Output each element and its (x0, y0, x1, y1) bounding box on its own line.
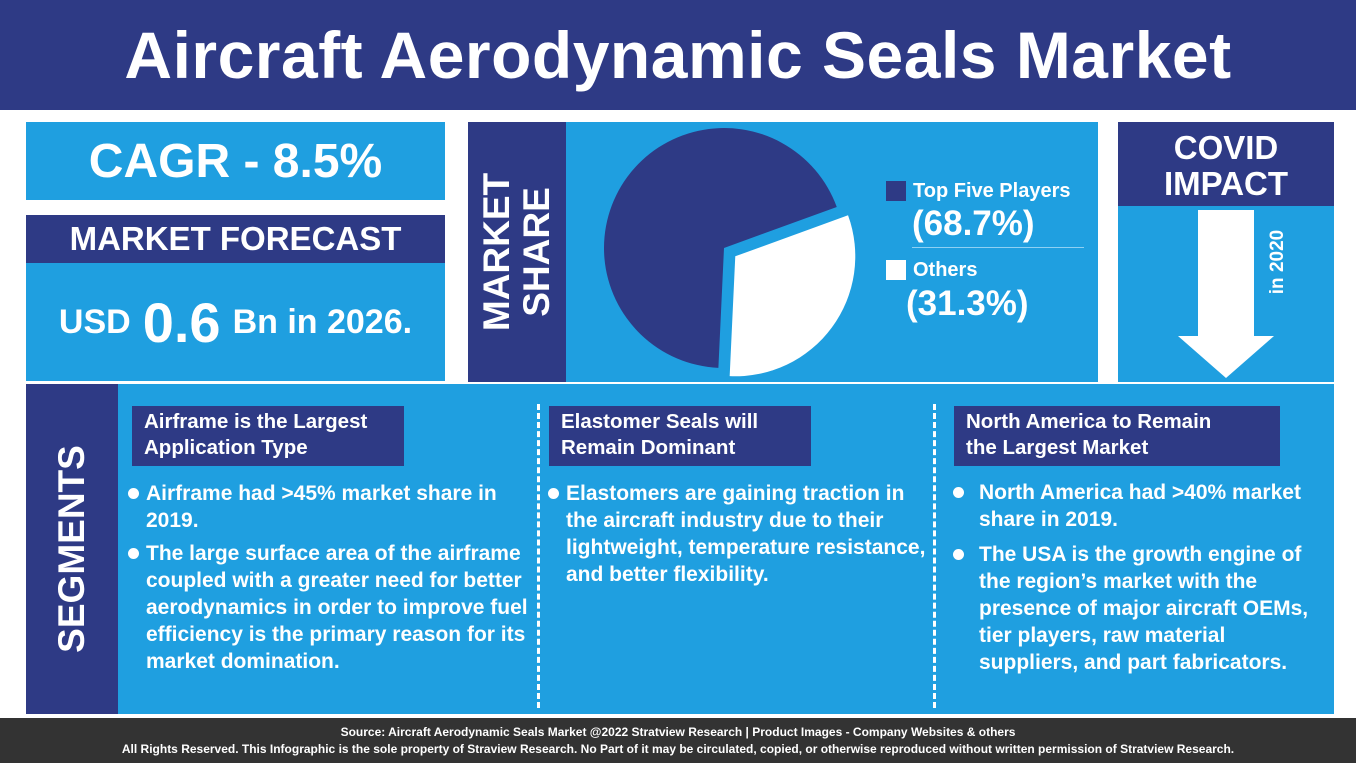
legend-swatch-others (886, 260, 906, 280)
covid-title-line2: IMPACT (1163, 165, 1289, 202)
legend-swatch-top-five (886, 181, 906, 201)
segment-heading-region: North America to Remain the Largest Mark… (954, 406, 1280, 466)
forecast-prefix: USD (58, 302, 131, 341)
forecast-label-panel (26, 215, 445, 263)
market-share-label-line1: MARKET (476, 172, 518, 332)
segment-bullet-text: The USA is the growth engine of the regi… (979, 543, 1309, 674)
footer-rights: All Rights Reserved. This Infographic is… (121, 741, 1235, 756)
forecast-number: 0.6 (142, 290, 221, 354)
bullet-dot-icon (953, 549, 964, 560)
market-share-pie-chart (604, 127, 856, 377)
forecast-value-panel (26, 263, 445, 381)
market-share-label-line2: SHARE (516, 187, 558, 317)
covid-impact-header-panel (1118, 122, 1334, 206)
legend-label-others: Others (913, 259, 978, 281)
segment-heading-application: Airframe is the Largest Application Type (132, 406, 404, 466)
segment-heading-material: Elastomer Seals will Remain Dominant (549, 406, 811, 466)
cagr-panel (26, 122, 445, 200)
segment-heading-line: the Largest Market (966, 436, 1149, 459)
footer: Source: Aircraft Aerodynamic Seals Marke… (0, 718, 1356, 763)
market-share-label: MARKET SHARE (468, 122, 566, 382)
segments-side-panel (26, 384, 118, 714)
segment-heading-line: Elastomer Seals will (561, 410, 759, 433)
forecast-value: USD 0.6 Bn in 2026. (26, 263, 445, 381)
cagr-value: CAGR - 8.5% (88, 134, 383, 188)
segments-label-wrap: SEGMENTS (26, 384, 118, 714)
page-title: Aircraft Aerodynamic Seals Market (124, 18, 1232, 92)
segment-bullet: The USA is the growth engine of the regi… (953, 541, 1323, 676)
bullet-dot-icon (953, 487, 964, 498)
segment-bullet-text: Airframe had >45% market share in 2019. (146, 482, 497, 532)
forecast-suffix: Bn in 2026. (232, 302, 413, 341)
segment-bullet: North America had >40% market share in 2… (953, 479, 1323, 533)
segment-bullet-text: North America had >40% market share in 2… (979, 481, 1301, 531)
segment-heading-line: North America to Remain (966, 410, 1212, 433)
segments-label: SEGMENTS (51, 445, 93, 653)
footer-source: Source: Aircraft Aerodynamic Seals Marke… (340, 724, 1016, 739)
bullet-dot-icon (128, 548, 139, 559)
pie-slice-top-five (604, 127, 837, 368)
pie-slice-others (729, 215, 856, 377)
segment-bullet: The large surface area of the airframe c… (128, 540, 528, 675)
legend-divider (912, 247, 1084, 248)
bullet-dot-icon (548, 488, 559, 499)
covid-year-wrap: in 2020 (1258, 212, 1298, 312)
covid-impact-title: COVID IMPACT (1118, 126, 1334, 206)
segment-heading-line: Application Type (144, 436, 308, 459)
segment-bullet: Airframe had >45% market share in 2019. (128, 480, 528, 534)
legend-value-others: (31.3%) (906, 284, 1029, 323)
segment-heading-line: Airframe is the Largest (144, 410, 368, 433)
covid-impact-year: in 2020 (1267, 229, 1288, 295)
segment-bullet-text: Elastomers are gaining traction in the a… (566, 482, 926, 586)
market-share-side-panel (468, 122, 566, 382)
down-arrow-icon (1178, 210, 1274, 378)
segment-divider (933, 404, 936, 708)
legend-value-top-five: (68.7%) (912, 204, 1035, 243)
covid-title-line1: COVID (1173, 129, 1279, 166)
forecast-label: MARKET FORECAST (69, 220, 402, 257)
covid-impact-value: -27.6% (1202, 227, 1250, 361)
segment-bullet: Elastomers are gaining traction in the a… (548, 480, 928, 588)
segment-divider (537, 404, 540, 708)
bullet-dot-icon (128, 488, 139, 499)
legend-label-top-five: Top Five Players (913, 180, 1071, 202)
title-bar (0, 0, 1356, 110)
segment-heading-line: Remain Dominant (561, 436, 736, 459)
segment-bullet-text: The large surface area of the airframe c… (146, 542, 528, 673)
footer-bar (0, 718, 1356, 763)
